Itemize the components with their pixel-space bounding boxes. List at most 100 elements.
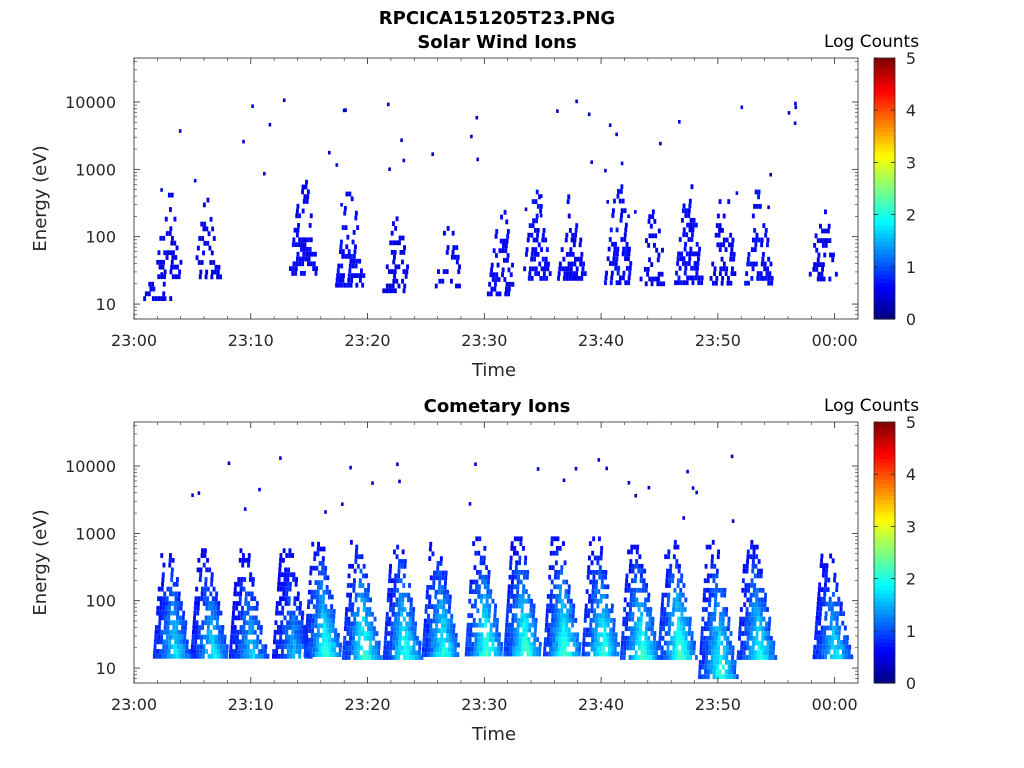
- count-cell: [349, 465, 352, 470]
- count-cell: [465, 646, 468, 652]
- count-cell: [163, 274, 166, 280]
- count-cell: [512, 642, 516, 647]
- count-cell: [481, 579, 485, 585]
- count-cell: [601, 570, 605, 575]
- count-cell: [511, 281, 515, 287]
- count-cell: [831, 640, 834, 645]
- count-cell: [355, 621, 359, 627]
- colorbar-segment: [874, 233, 895, 239]
- count-cell: [151, 281, 155, 287]
- count-cell: [829, 553, 833, 559]
- count-cell: [401, 559, 404, 564]
- count-cell: [511, 570, 515, 575]
- count-cell: [217, 644, 220, 650]
- count-cell: [355, 258, 359, 264]
- count-cell: [833, 572, 837, 578]
- count-cell: [525, 622, 529, 628]
- count-cell: [232, 649, 235, 654]
- count-cell: [582, 642, 586, 647]
- data-cluster: [143, 272, 173, 301]
- count-cell: [193, 653, 196, 659]
- count-cell: [454, 642, 457, 648]
- count-cell: [704, 621, 707, 627]
- count-cell: [751, 650, 755, 656]
- count-cell: [756, 626, 759, 632]
- count-cell: [746, 256, 750, 262]
- count-cell: [513, 546, 517, 551]
- count-cell: [454, 633, 458, 638]
- count-cell: [302, 629, 306, 635]
- count-cell: [705, 640, 709, 646]
- count-cell: [219, 274, 222, 280]
- colorbar-segment: [874, 560, 895, 566]
- count-cell: [153, 649, 157, 654]
- count-cell: [394, 650, 398, 656]
- count-cell: [830, 606, 834, 612]
- count-cell: [350, 621, 353, 627]
- count-cell: [714, 232, 718, 238]
- count-cell: [364, 616, 368, 622]
- count-cell: [428, 594, 432, 600]
- count-cell: [237, 581, 240, 587]
- count-cell: [619, 217, 623, 223]
- count-cell: [594, 627, 598, 633]
- count-cell: [445, 250, 449, 255]
- count-cell: [365, 655, 368, 660]
- count-cell: [528, 271, 532, 276]
- count-cell: [548, 608, 552, 614]
- count-cell: [349, 583, 353, 588]
- count-cell: [178, 615, 182, 621]
- count-cell: [234, 615, 238, 621]
- count-cell: [505, 281, 509, 287]
- count-cell: [711, 650, 714, 656]
- count-cell: [580, 276, 584, 281]
- count-cell: [821, 267, 824, 272]
- count-cell: [514, 565, 518, 570]
- count-cell: [554, 608, 558, 614]
- count-cell: [364, 587, 367, 593]
- count-cell: [358, 258, 362, 264]
- count-cell: [644, 281, 648, 287]
- count-cell: [251, 577, 255, 582]
- count-cell: [208, 605, 212, 611]
- count-cell: [543, 651, 546, 657]
- count-cell: [295, 261, 299, 267]
- count-cell: [284, 644, 288, 650]
- colorbar-frame: [873, 421, 896, 684]
- count-cell: [574, 466, 578, 471]
- count-cell: [818, 616, 822, 621]
- count-cell: [659, 626, 663, 632]
- count-cell: [159, 649, 162, 654]
- count-cell: [564, 266, 567, 272]
- count-cell: [675, 597, 679, 603]
- count-cell: [403, 245, 406, 250]
- count-cell: [526, 651, 530, 657]
- count-cell: [153, 644, 157, 650]
- count-cell: [688, 227, 692, 233]
- count-cell: [388, 655, 392, 660]
- count-cell: [507, 594, 511, 599]
- count-cell: [210, 250, 214, 256]
- count-cell: [649, 640, 653, 646]
- count-cell: [487, 618, 491, 623]
- count-cell: [661, 635, 665, 641]
- count-cell: [251, 620, 255, 626]
- colorbar-segment: [874, 282, 895, 287]
- count-cell: [560, 570, 563, 575]
- count-cell: [251, 625, 255, 630]
- colorbar-segment: [874, 58, 895, 63]
- count-cell: [440, 585, 444, 590]
- count-cell: [652, 640, 656, 646]
- count-cell: [398, 592, 402, 598]
- count-cell: [289, 572, 293, 578]
- count-cell: [406, 655, 409, 660]
- count-cell: [225, 649, 229, 654]
- count-cell: [162, 235, 166, 241]
- count-cell: [528, 223, 532, 228]
- count-cell: [355, 626, 359, 632]
- count-cell: [509, 651, 512, 657]
- count-cell: [216, 269, 220, 275]
- count-cell: [212, 634, 215, 640]
- count-cell: [591, 594, 595, 599]
- count-cell: [506, 229, 510, 234]
